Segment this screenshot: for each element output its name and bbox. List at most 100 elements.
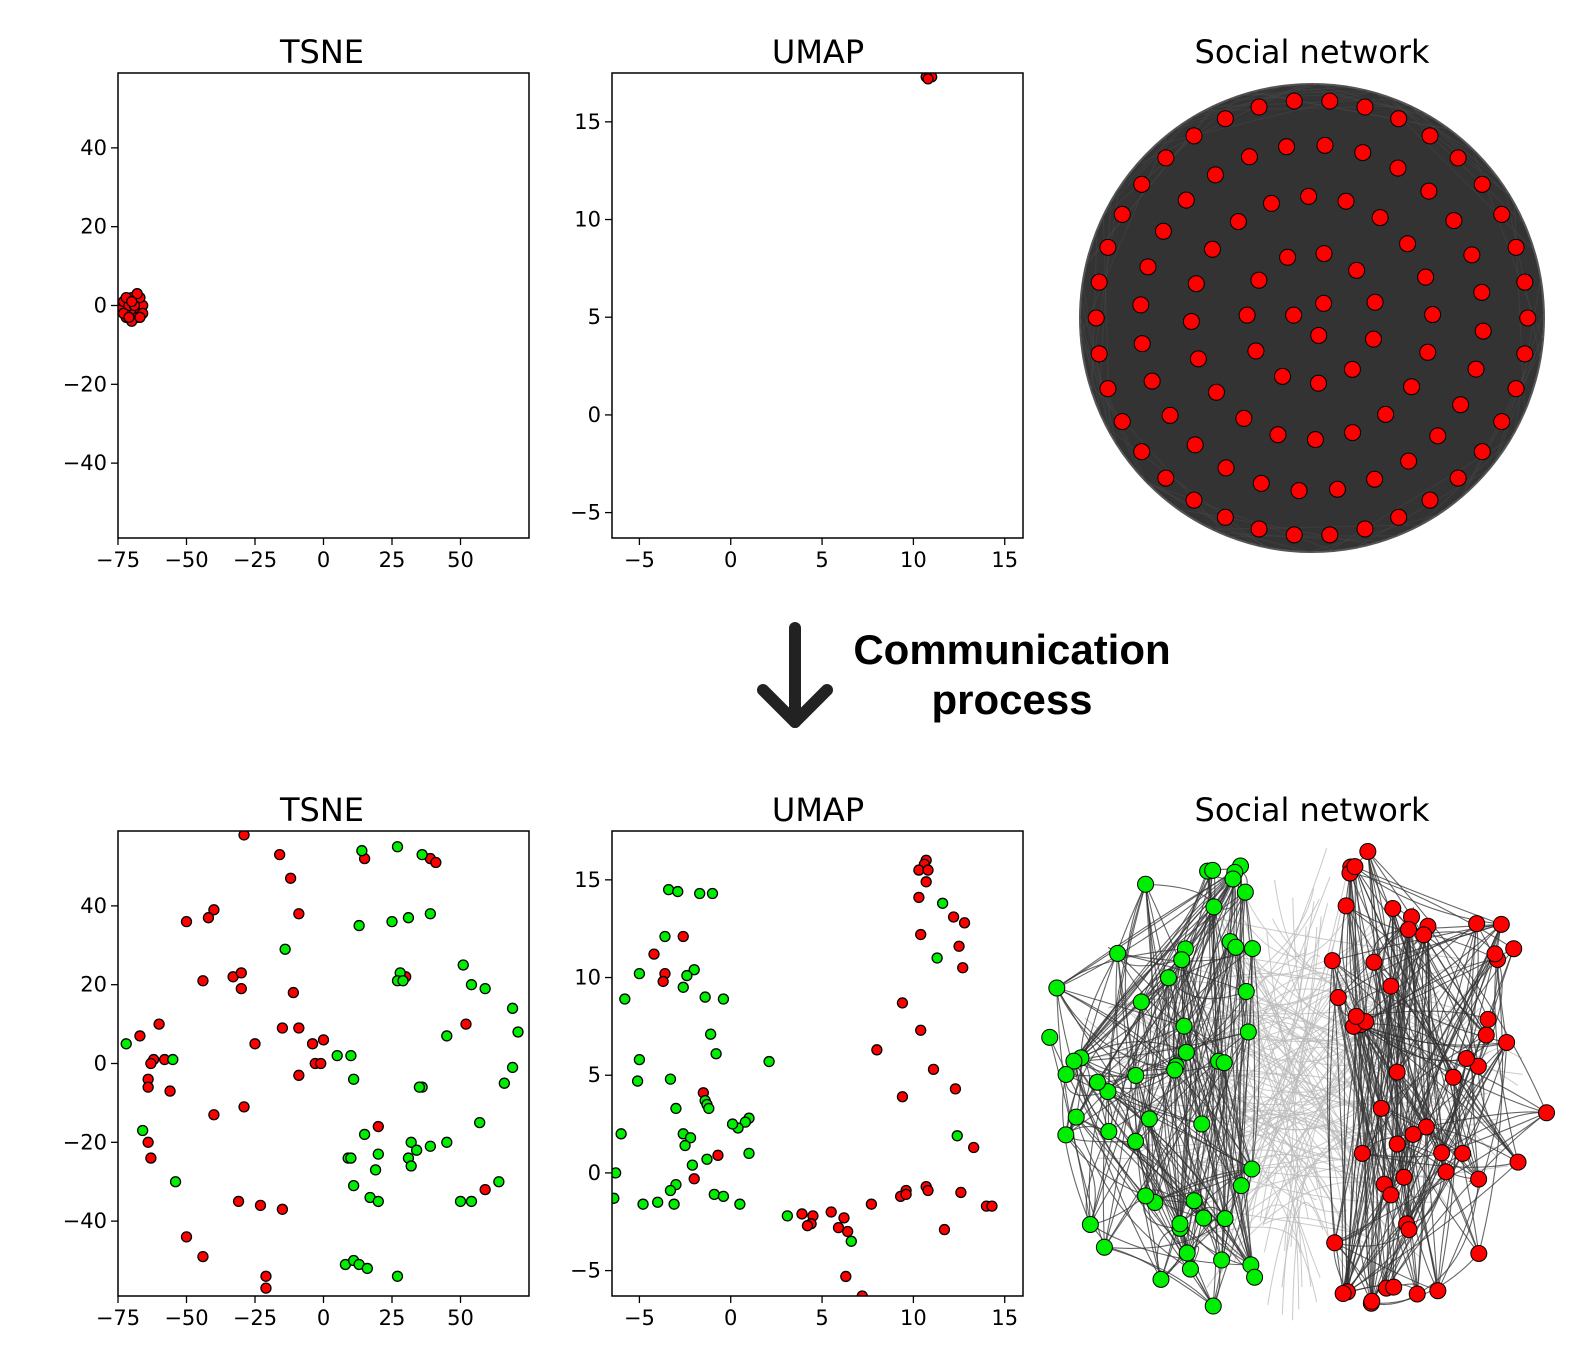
red-node (1133, 335, 1151, 353)
network-edge (1387, 96, 1511, 197)
red-node (1444, 1068, 1462, 1086)
network-edge (1073, 1060, 1162, 1280)
network-edge (1178, 508, 1372, 545)
green-point (493, 1176, 505, 1188)
red-point (287, 986, 300, 999)
green-node (1177, 1043, 1195, 1061)
red-node (1365, 953, 1383, 971)
red-point (712, 1149, 724, 1161)
network-edge (1088, 382, 1228, 537)
red-node (1388, 1063, 1406, 1081)
network-edge (1117, 952, 1247, 993)
red-node (1498, 1033, 1516, 1051)
y-tick-label: 40 (80, 894, 107, 918)
network-edge (1079, 323, 1103, 418)
green-point (734, 1198, 746, 1210)
x-tick-label: 10 (900, 1306, 927, 1330)
network-edge (1331, 960, 1414, 1135)
red-node (1363, 1292, 1381, 1310)
red-node (1538, 1104, 1556, 1122)
network-edge (1175, 892, 1246, 1067)
green-point (361, 1262, 373, 1275)
network-edge (1392, 908, 1479, 1067)
red-node (1356, 520, 1374, 538)
green-point (353, 919, 365, 932)
x-tick-label: −25 (233, 1306, 277, 1330)
network-edge (1385, 1126, 1427, 1289)
green-point (686, 1159, 699, 1171)
red-node (1187, 275, 1205, 293)
red-node (1449, 149, 1467, 167)
network-edge (1213, 906, 1242, 1186)
green-point (704, 1028, 717, 1040)
red-point (235, 982, 247, 995)
red-node (1348, 261, 1366, 279)
red-node (1278, 138, 1296, 156)
green-point (677, 981, 689, 993)
green-point (931, 952, 943, 964)
red-node (1154, 222, 1172, 240)
network-edge (1244, 892, 1260, 1170)
x-tick-label: −75 (96, 1306, 140, 1330)
green-point (169, 1176, 182, 1188)
red-node (1445, 212, 1463, 230)
green-point (659, 930, 671, 943)
red-point (123, 311, 135, 323)
green-node (1041, 1028, 1059, 1046)
network-edge (1374, 92, 1478, 154)
red-point (838, 1212, 850, 1224)
red-node (1240, 148, 1258, 166)
green-point (699, 991, 711, 1003)
network-edge (1224, 876, 1331, 1144)
network-edge (1184, 948, 1218, 1307)
network-edge (1073, 1060, 1252, 1266)
red-point (688, 1173, 700, 1185)
network-edge (1355, 1016, 1418, 1295)
x-tick-label: 0 (317, 548, 330, 572)
red-node (1382, 977, 1400, 995)
network-edge (1056, 865, 1241, 989)
red-point (317, 1034, 330, 1046)
network-edge (1183, 878, 1234, 1027)
network-edge (1103, 1060, 1220, 1248)
green-point (358, 1128, 371, 1141)
green-node (1213, 1251, 1231, 1269)
red-point (922, 73, 934, 85)
x-tick-label: 25 (379, 1306, 406, 1330)
red-node (1505, 940, 1523, 958)
network-edge (1247, 1092, 1488, 1203)
red-point (957, 962, 969, 974)
network-edge (1212, 1168, 1253, 1307)
umap-before-title: UMAP (771, 33, 865, 71)
x-tick-label: 25 (379, 548, 406, 572)
network-edge (1240, 1168, 1253, 1266)
y-tick-label: 10 (574, 208, 601, 232)
network-edge (1355, 468, 1490, 549)
green-point (386, 915, 398, 928)
network-edge (1079, 314, 1111, 434)
green-point (662, 883, 675, 896)
network-edge (1080, 1057, 1253, 1170)
green-point (845, 1235, 857, 1247)
red-point (460, 1018, 472, 1030)
y-tick-label: −40 (63, 451, 107, 475)
red-node (1099, 380, 1117, 398)
red-node (1315, 245, 1333, 263)
green-point (347, 1073, 360, 1085)
red-point (871, 1044, 883, 1056)
network-edge (1104, 1246, 1214, 1307)
network-edge (1186, 1031, 1249, 1254)
x-tick-label: 0 (724, 548, 737, 572)
red-node (1157, 469, 1175, 487)
green-node (1127, 1132, 1145, 1150)
y-tick-label: −5 (570, 1259, 601, 1283)
network-edge (1073, 865, 1241, 1062)
y-tick-label: 0 (94, 1052, 107, 1076)
network-edge (1337, 997, 1392, 1196)
network-edge (1504, 187, 1541, 360)
red-node (1420, 182, 1438, 200)
network-edge (1103, 1044, 1309, 1220)
network-edge (1334, 929, 1410, 1243)
umap_before-points (920, 73, 938, 85)
network-edge (1327, 960, 1344, 1294)
